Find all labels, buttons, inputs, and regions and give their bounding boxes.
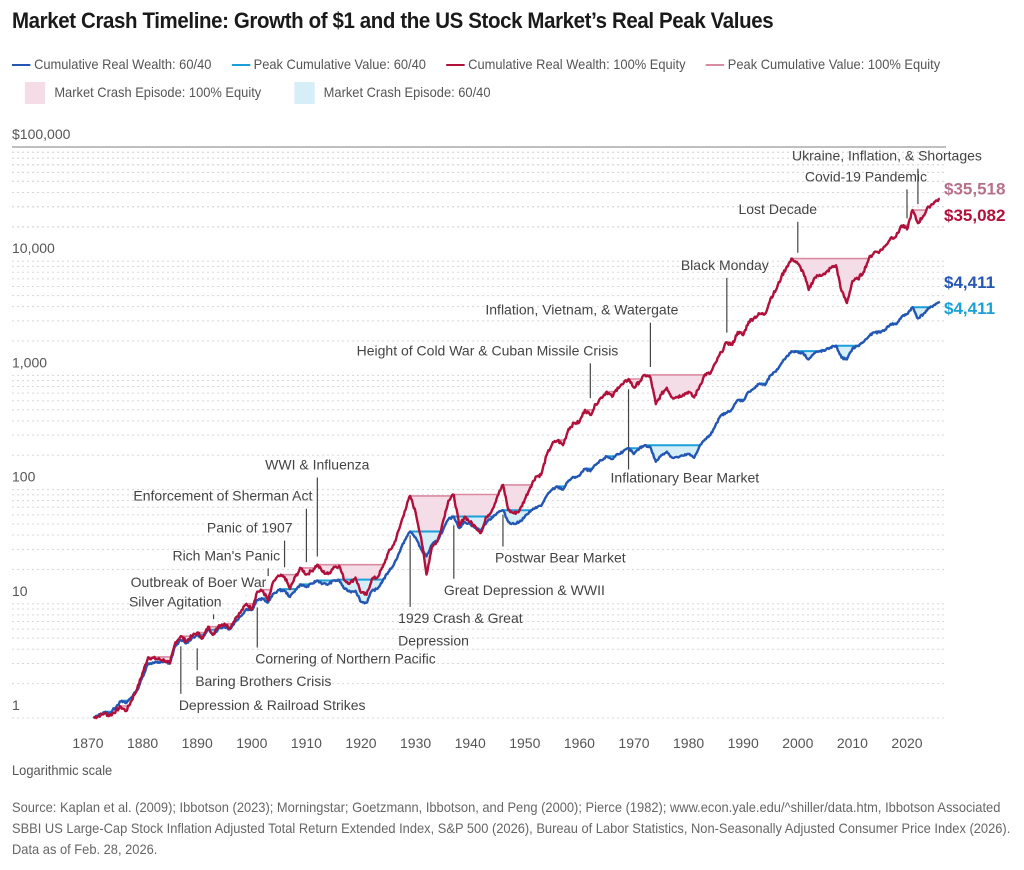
- end-value-labels: $35,518 $35,082 $4,411 $4,411: [944, 179, 1005, 317]
- y-tick-label: 10: [12, 583, 28, 599]
- annotation-leaders: [180, 168, 919, 694]
- annotation-label: Panic of 1907: [207, 520, 293, 536]
- legend: Cumulative Real Wealth: 60/40 Peak Cumul…: [12, 50, 1015, 106]
- x-tick-label: 1880: [127, 735, 158, 750]
- x-tick-label: 1980: [673, 735, 704, 750]
- x-tick-label: 1920: [345, 735, 376, 750]
- annotation-label: Depression & Railroad Strikes: [179, 697, 366, 713]
- x-tick-label: 2000: [782, 735, 813, 750]
- x-tick-label: 1930: [400, 735, 431, 750]
- legend-swatch: [446, 64, 465, 67]
- annotation-label: Rich Man's Panic: [172, 547, 280, 563]
- crash-episode-fills: [93, 199, 940, 719]
- series-lines: [92, 197, 941, 720]
- gridlines: [12, 146, 946, 719]
- annotation-label: Baring Brothers Crisis: [195, 673, 331, 689]
- x-tick-label: 2010: [837, 735, 868, 750]
- annotation-label: Inflation, Vietnam, & Watergate: [485, 302, 678, 318]
- legend-swatch: [231, 64, 250, 67]
- legend-label: Market Crash Episode: 60/40: [323, 84, 491, 100]
- series-line-peak-60-40: [92, 300, 941, 719]
- annotation-label: Outbreak of Boer War: [131, 574, 267, 590]
- annotation-label: 1929 Crash & Great: [398, 610, 523, 626]
- y-tick-label: 1: [12, 697, 20, 713]
- annotation-label: Cornering of Northern Pacific: [255, 651, 436, 667]
- x-tick-label: 2020: [891, 735, 922, 750]
- annotation-label: Inflationary Bear Market: [611, 470, 760, 486]
- annotation-label: Height of Cold War & Cuban Missile Crisi…: [357, 342, 619, 358]
- x-tick-label: 1970: [618, 735, 649, 750]
- annotation-label: Covid-19 Pandemic: [805, 168, 927, 184]
- x-tick-label: 1910: [291, 735, 322, 750]
- x-tick-label: 1870: [72, 735, 103, 750]
- x-tick-label: 1990: [728, 735, 759, 750]
- y-tick-label: 10,000: [12, 240, 55, 256]
- x-tick-label: 1940: [455, 735, 486, 750]
- annotation-label: Enforcement of Sherman Act: [133, 488, 312, 504]
- annotation-label: Postwar Bear Market: [495, 549, 626, 565]
- annotation-label: Lost Decade: [738, 201, 817, 217]
- legend-label: Peak Cumulative Value: 60/40: [253, 56, 426, 72]
- legend-item-cumulative-equity: Cumulative Real Wealth: 100% Equity: [446, 50, 686, 78]
- source-note: Source: Kaplan et al. (2009); Ibbotson (…: [12, 799, 1011, 857]
- legend-swatch: [294, 82, 315, 105]
- y-axis-labels: $100,000 10,000 1,000 100 10 1: [12, 126, 71, 713]
- legend-item-cumulative-60-40: Cumulative Real Wealth: 60/40: [12, 50, 211, 78]
- legend-swatch: [705, 64, 725, 67]
- legend-label: Cumulative Real Wealth: 100% Equity: [468, 56, 686, 72]
- end-value-label: $4,411: [944, 273, 995, 292]
- annotation-label: Black Monday: [681, 257, 769, 273]
- annotation-label: WWI & Influenza: [265, 456, 369, 472]
- annotation-label: Ukraine, Inflation, & Shortages: [792, 148, 982, 164]
- x-tick-label: 1900: [236, 735, 267, 750]
- axis-scale-note: Logarithmic scale: [12, 762, 113, 778]
- x-axis-labels: 1870 1880 1890 1900 1910 1920 1930 1940 1950 1960…: [72, 735, 922, 750]
- legend-label: Market Crash Episode: 100% Equity: [54, 84, 262, 100]
- legend-label: Peak Cumulative Value: 100% Equity: [727, 56, 941, 72]
- annotation-label: Great Depression & WWII: [444, 582, 605, 598]
- x-tick-label: 1950: [509, 735, 540, 750]
- legend-item-peak-60-40: Peak Cumulative Value: 60/40: [231, 50, 426, 78]
- legend-item-peak-equity: Peak Cumulative Value: 100% Equity: [705, 50, 941, 78]
- series-line-cumulative-equity: [93, 197, 940, 720]
- annotation-labels: Depression & Railroad Strikes Baring Brot…: [129, 148, 982, 713]
- end-value-label: $35,082: [944, 206, 1005, 225]
- chart-title: Market Crash Timeline: Growth of $1 and …: [12, 8, 774, 33]
- end-value-label: $35,518: [944, 179, 1005, 198]
- legend-swatch: [24, 82, 46, 105]
- y-tick-label: 1,000: [12, 354, 47, 370]
- end-value-label: $4,411: [944, 299, 995, 318]
- x-tick-label: 1960: [564, 735, 595, 750]
- x-tick-label: 1890: [182, 735, 213, 750]
- legend-label: Cumulative Real Wealth: 60/40: [34, 56, 212, 72]
- y-tick-label: $100,000: [12, 126, 71, 142]
- chart-plot: $100,000 10,000 1,000 100 10 1 1870 1880 1890 19…: [12, 126, 1005, 750]
- crash-fill-equity: [93, 199, 940, 719]
- legend-item-crash-60-40: Market Crash Episode: 60/40: [281, 78, 491, 106]
- legend-item-crash-equity: Market Crash Episode: 100% Equity: [12, 78, 261, 106]
- annotation-label: Silver Agitation: [129, 593, 222, 609]
- y-tick-label: 100: [12, 469, 36, 485]
- legend-swatch: [12, 64, 31, 67]
- annotation-label: Depression: [398, 633, 469, 649]
